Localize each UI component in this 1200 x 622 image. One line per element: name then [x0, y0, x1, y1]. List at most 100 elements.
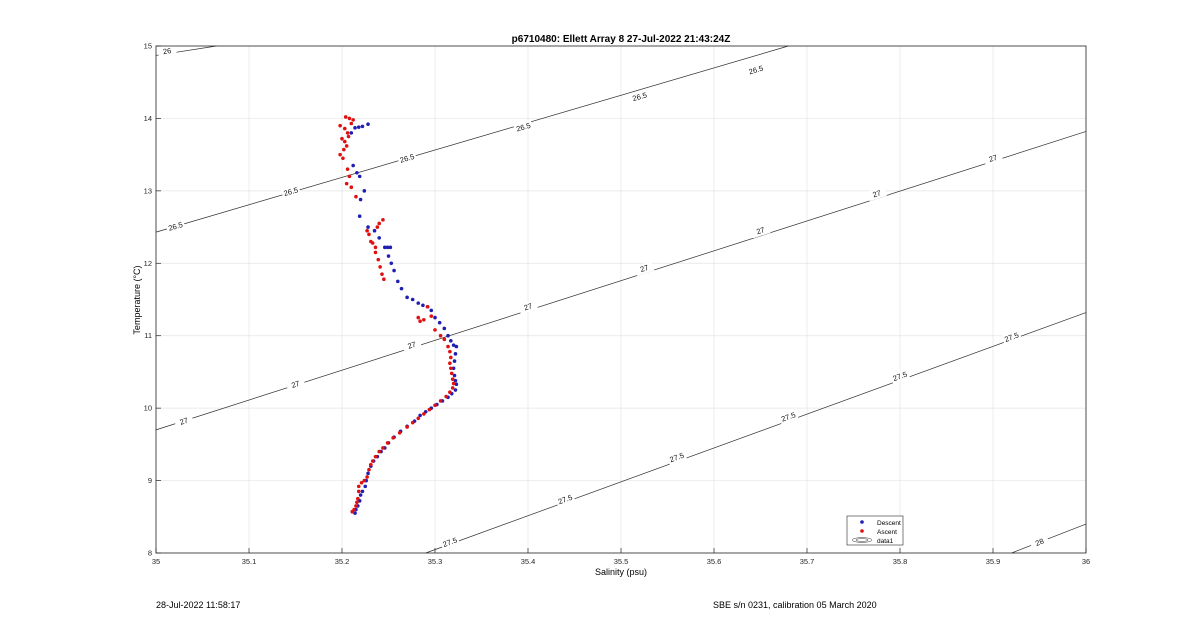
footer-calibration: SBE s/n 0231, calibration 05 March 2020 — [713, 600, 877, 610]
contour-label-background — [982, 150, 1004, 166]
contour-label: 27 — [871, 188, 882, 199]
point-ascent — [377, 221, 382, 226]
point-ascent — [416, 416, 421, 421]
point-ascent — [433, 403, 437, 408]
point-ascent — [350, 509, 355, 514]
x-tick-label: 35.3 — [428, 557, 443, 566]
contour-label-background — [285, 376, 306, 392]
point-ascent — [422, 317, 426, 322]
point-descent — [372, 228, 377, 233]
contour-label: 26.5 — [283, 185, 300, 198]
point-ascent — [349, 185, 354, 190]
point-ascent — [356, 489, 361, 494]
contour-label-background — [1001, 329, 1022, 345]
point-ascent — [378, 265, 382, 269]
contour-label-background — [280, 184, 301, 199]
point-ascent — [354, 194, 358, 199]
point-ascent — [444, 394, 448, 399]
point-ascent — [377, 449, 382, 454]
point-ascent — [341, 156, 345, 161]
footer-timestamp: 28-Jul-2022 11:58:17 — [156, 600, 241, 610]
point-ascent — [381, 446, 385, 450]
point-descent — [399, 286, 404, 291]
point-descent — [396, 279, 400, 284]
x-tick-label: 35.8 — [893, 557, 908, 566]
contour-label-background — [1029, 534, 1050, 551]
point-descent — [446, 333, 450, 338]
contour-label: 26.5 — [515, 121, 532, 134]
point-descent — [452, 359, 457, 363]
contour-label-background — [666, 449, 687, 466]
point-ascent — [376, 257, 381, 262]
legend: Descent Ascent data1 — [846, 515, 904, 546]
point-ascent — [373, 250, 378, 255]
y-tick-label: 11 — [144, 331, 152, 340]
legend-marker-ascent — [860, 529, 864, 533]
point-ascent — [342, 139, 347, 144]
point-ascent — [338, 152, 342, 157]
chart-title: p6710480: Ellett Array 8 27-Jul-2022 21:… — [512, 34, 731, 45]
contour-label-background — [165, 219, 186, 234]
point-ascent — [347, 174, 352, 179]
point-ascent — [380, 272, 384, 276]
contour-label-background — [778, 409, 799, 425]
point-descent — [382, 245, 387, 250]
point-ascent — [369, 462, 373, 467]
point-ascent — [410, 420, 415, 425]
x-tick-label: 36 — [1082, 557, 1090, 566]
point-ascent — [338, 123, 342, 128]
point-ascent — [385, 441, 390, 445]
contour-label-background — [750, 223, 771, 239]
contour-label-background — [555, 491, 576, 508]
point-ascent — [370, 241, 375, 245]
legend-marker-contour-outer — [851, 537, 873, 543]
contour-line — [1011, 523, 1087, 554]
legend-marker-contour-inner — [855, 538, 869, 542]
point-ascent — [429, 314, 434, 318]
point-ascent — [416, 315, 421, 320]
y-tick-label: 14 — [144, 114, 152, 123]
point-descent — [377, 236, 382, 240]
point-descent — [358, 493, 363, 497]
point-ascent — [359, 480, 364, 485]
y-tick-label: 13 — [144, 186, 152, 195]
point-ascent — [422, 412, 426, 416]
point-descent — [416, 301, 421, 305]
contour-label-background — [397, 150, 418, 166]
point-descent — [360, 124, 365, 129]
point-descent — [449, 338, 453, 343]
point-ascent — [449, 355, 453, 360]
x-axis-label: Salinity (psu) — [595, 567, 647, 577]
contour-label-background — [889, 368, 911, 385]
point-descent — [451, 366, 456, 371]
point-descent — [358, 197, 363, 202]
point-ascent — [382, 277, 386, 282]
point-ascent — [365, 228, 369, 233]
contour-label-background — [517, 299, 539, 315]
point-ascent — [342, 126, 347, 131]
legend-label-descent: Descent — [877, 520, 901, 527]
point-ascent — [449, 371, 454, 376]
point-ascent — [356, 484, 361, 489]
contour-line — [155, 45, 789, 233]
contour-label: 27 — [988, 153, 999, 164]
y-tick-label: 9 — [148, 476, 152, 485]
x-tick-label: 35.5 — [614, 557, 629, 566]
point-descent — [351, 163, 355, 168]
contour-label-background — [513, 119, 534, 135]
point-descent — [385, 245, 390, 250]
point-ascent — [433, 328, 437, 332]
point-ascent — [373, 245, 378, 250]
point-descent — [366, 225, 370, 229]
point-ascent — [344, 181, 349, 186]
point-ascent — [367, 467, 371, 472]
point-ascent — [356, 496, 360, 501]
contour-label-background — [866, 186, 887, 202]
y-tick-label: 8 — [148, 549, 152, 558]
legend-marker-descent — [860, 520, 864, 524]
point-ascent — [405, 425, 409, 429]
x-tick-label: 35.1 — [242, 557, 257, 566]
contour-line — [425, 312, 1087, 554]
point-descent — [366, 471, 370, 476]
